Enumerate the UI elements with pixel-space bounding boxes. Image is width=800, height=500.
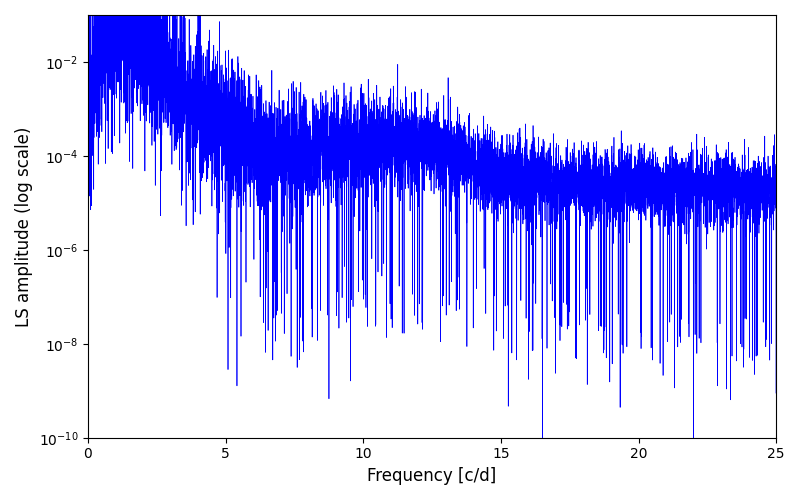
X-axis label: Frequency [c/d]: Frequency [c/d]	[367, 467, 497, 485]
Y-axis label: LS amplitude (log scale): LS amplitude (log scale)	[15, 126, 33, 326]
